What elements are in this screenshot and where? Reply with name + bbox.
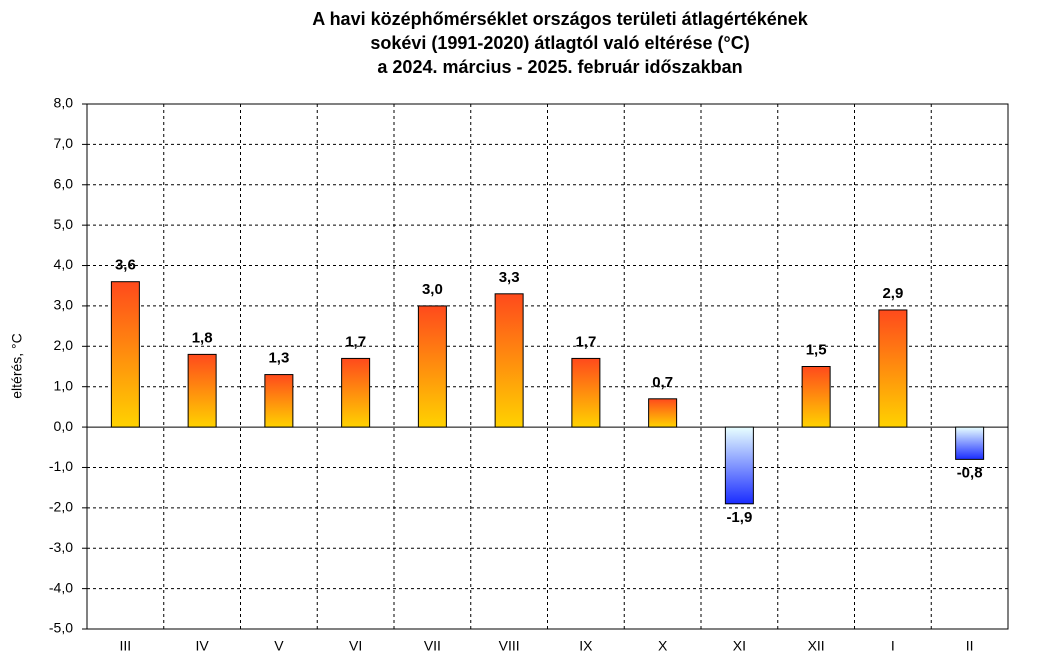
bar [724, 426, 754, 505]
y-tick-label: 0,0 [54, 418, 74, 434]
value-label: 1,8 [192, 329, 213, 346]
bar [801, 366, 831, 428]
x-tick-label: II [966, 638, 974, 654]
bar [955, 426, 985, 460]
x-tick-label: III [120, 638, 132, 654]
bar [110, 281, 140, 428]
x-tick-label: IV [196, 638, 210, 654]
value-label: 1,7 [345, 333, 366, 350]
bar [571, 357, 601, 428]
x-tick-label: VIII [499, 638, 520, 654]
y-tick-label: -4,0 [49, 579, 73, 595]
bar [878, 309, 908, 428]
x-tick-label: XI [733, 638, 746, 654]
bar [494, 293, 524, 428]
chart-title: sokévi (1991-2020) átlagtól való eltérés… [370, 33, 749, 53]
y-tick-label: -2,0 [49, 499, 73, 515]
value-label: 3,6 [115, 257, 136, 274]
y-tick-label: 8,0 [54, 95, 74, 111]
value-label: 3,3 [499, 269, 520, 286]
x-tick-label: IX [579, 638, 593, 654]
plot-area [86, 103, 1009, 630]
y-tick-label: 2,0 [54, 337, 74, 353]
bar [264, 374, 294, 428]
x-tick-label: V [274, 638, 284, 654]
x-tick-label: X [658, 638, 668, 654]
x-tick-label: VI [349, 638, 362, 654]
chart-title: A havi középhőmérséklet országos terület… [312, 9, 809, 29]
value-label: 1,5 [806, 341, 827, 358]
y-tick-label: 3,0 [54, 297, 74, 313]
value-label: 0,7 [652, 374, 673, 391]
y-tick-label: 5,0 [54, 216, 74, 232]
bar [187, 353, 217, 428]
value-label: 2,9 [882, 285, 903, 302]
y-axis-label: eltérés, °C [9, 333, 25, 399]
chart-title: a 2024. március - 2025. február időszakb… [377, 57, 742, 77]
y-tick-label: 4,0 [54, 256, 74, 272]
bar [417, 305, 447, 428]
y-tick-label: 6,0 [54, 175, 74, 191]
value-label: 1,7 [575, 333, 596, 350]
value-label: 1,3 [268, 350, 289, 367]
value-label: -0,8 [957, 464, 983, 481]
x-tick-label: I [891, 638, 895, 654]
y-tick-label: 7,0 [54, 135, 74, 151]
y-tick-label: -5,0 [49, 620, 73, 636]
x-tick-label: VII [424, 638, 441, 654]
bar [648, 398, 678, 428]
y-tick-label: -1,0 [49, 458, 73, 474]
y-tick-label: -3,0 [49, 539, 73, 555]
y-tick-label: 1,0 [54, 377, 74, 393]
x-tick-label: XII [808, 638, 825, 654]
value-label: 3,0 [422, 281, 443, 298]
value-label: -1,9 [726, 509, 752, 526]
bar [341, 357, 371, 428]
